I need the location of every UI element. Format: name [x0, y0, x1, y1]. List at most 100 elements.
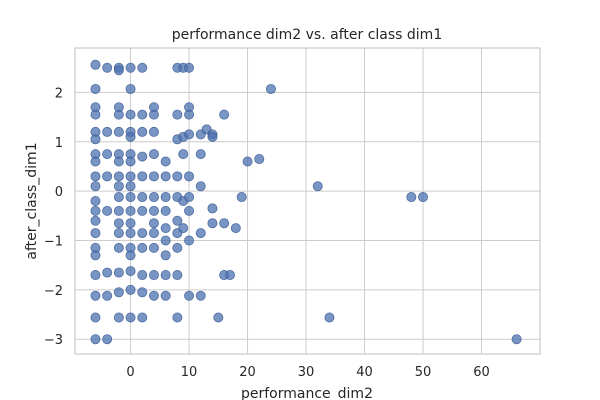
- scatter-point: [195, 290, 206, 301]
- scatter-point: [148, 149, 159, 160]
- scatter-point: [125, 205, 136, 216]
- scatter-point: [90, 134, 101, 145]
- scatter-point: [230, 223, 241, 234]
- scatter-point: [418, 192, 429, 203]
- scatter-point: [90, 334, 101, 345]
- chart-title: performance dim2 vs. after class dim1: [172, 27, 442, 43]
- x-axis-label: performance_dim2: [241, 386, 373, 400]
- scatter-point: [184, 62, 195, 73]
- scatter-point: [219, 109, 230, 120]
- scatter-point: [113, 312, 124, 323]
- scatter-point: [406, 192, 417, 203]
- scatter-point: [102, 290, 113, 301]
- scatter-point: [137, 205, 148, 216]
- scatter-point: [160, 223, 171, 234]
- scatter-point: [184, 171, 195, 182]
- scatter-point: [137, 287, 148, 298]
- x-tick-label: 50: [415, 365, 432, 380]
- scatter-point: [90, 181, 101, 192]
- scatter-point: [160, 270, 171, 281]
- scatter-point: [137, 242, 148, 253]
- scatter-point: [137, 171, 148, 182]
- scatter-point: [148, 218, 159, 229]
- scatter-point: [137, 270, 148, 281]
- x-tick-label: 20: [239, 365, 256, 380]
- scatter-point: [113, 267, 124, 278]
- scatter-point: [125, 192, 136, 203]
- y-tick-label: 0: [55, 185, 63, 200]
- scatter-point: [125, 228, 136, 239]
- scatter-point: [160, 156, 171, 167]
- scatter-point: [184, 129, 195, 140]
- scatter-point: [113, 181, 124, 192]
- scatter-point: [90, 228, 101, 239]
- scatter-point: [113, 218, 124, 229]
- x-tick-label: 30: [298, 365, 315, 380]
- scatter-point: [125, 218, 136, 229]
- scatter-point: [113, 242, 124, 253]
- scatter-point: [137, 151, 148, 162]
- scatter-point: [125, 181, 136, 192]
- scatter-point: [125, 266, 136, 277]
- scatter-point: [148, 126, 159, 137]
- scatter-point: [90, 205, 101, 216]
- scatter-point: [90, 83, 101, 94]
- scatter-point: [125, 250, 136, 261]
- scatter-point: [113, 65, 124, 76]
- x-tick-label: 0: [126, 365, 134, 380]
- scatter-point: [148, 205, 159, 216]
- scatter-point: [148, 171, 159, 182]
- scatter-point: [125, 109, 136, 120]
- scatter-point: [172, 270, 183, 281]
- scatter-point: [113, 287, 124, 298]
- scatter-point: [224, 270, 235, 281]
- scatter-point: [90, 250, 101, 261]
- scatter-point: [160, 250, 171, 261]
- scatter-point: [265, 83, 276, 94]
- scatter-point: [172, 109, 183, 120]
- scatter-point: [207, 203, 218, 214]
- scatter-point: [160, 205, 171, 216]
- scatter-point: [160, 290, 171, 301]
- y-tick-labels: −3 −2 −1 0 1 2: [44, 86, 63, 348]
- scatter-point: [213, 312, 224, 323]
- scatter-point: [148, 290, 159, 301]
- scatter-point: [195, 181, 206, 192]
- scatter-point: [160, 171, 171, 182]
- scatter-point: [113, 228, 124, 239]
- scatter-point: [113, 192, 124, 203]
- scatter-point: [184, 290, 195, 301]
- y-tick-label: −3: [44, 333, 63, 348]
- scatter-point: [254, 154, 265, 165]
- x-tick-label: 60: [473, 365, 490, 380]
- scatter-point: [113, 126, 124, 137]
- scatter-point: [184, 109, 195, 120]
- x-tick-labels: 0 10 20 30 40 50 60: [126, 365, 489, 380]
- scatter-point: [172, 242, 183, 253]
- scatter-point: [90, 109, 101, 120]
- y-tick-label: 1: [55, 136, 63, 151]
- scatter-point: [90, 195, 101, 206]
- scatter-point: [184, 192, 195, 203]
- y-tick-label: 2: [55, 86, 63, 101]
- x-tick-label: 10: [181, 365, 198, 380]
- scatter-point: [137, 62, 148, 73]
- scatter-point: [172, 312, 183, 323]
- scatter-point: [172, 171, 183, 182]
- scatter-point: [148, 242, 159, 253]
- scatter-point: [137, 192, 148, 203]
- scatter-point: [184, 205, 195, 216]
- scatter-point: [125, 171, 136, 182]
- scatter-point: [324, 312, 335, 323]
- scatter-point: [219, 218, 230, 229]
- scatter-point: [148, 228, 159, 239]
- scatter-point: [137, 228, 148, 239]
- scatter-point: [195, 228, 206, 239]
- scatter-point: [113, 171, 124, 182]
- scatter-point: [148, 109, 159, 120]
- scatter-point: [184, 235, 195, 246]
- scatter-point: [125, 312, 136, 323]
- scatter-point: [242, 156, 253, 167]
- scatter-point: [90, 215, 101, 226]
